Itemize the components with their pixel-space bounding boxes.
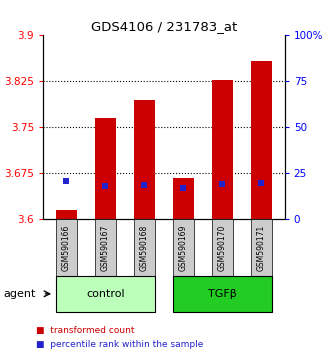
Bar [56, 210, 77, 219]
Bar [95, 118, 116, 219]
Text: ■  transformed count: ■ transformed count [36, 326, 135, 335]
Point [64, 179, 69, 184]
Text: GSM590167: GSM590167 [101, 224, 110, 271]
Bar [134, 100, 155, 219]
Bar [212, 80, 233, 219]
Text: GSM590168: GSM590168 [140, 225, 149, 271]
Point [220, 181, 225, 187]
Text: GSM590170: GSM590170 [218, 224, 227, 271]
Text: TGFβ: TGFβ [208, 289, 237, 299]
Text: agent: agent [3, 289, 36, 299]
Text: GSM590166: GSM590166 [62, 224, 71, 271]
Bar [172, 178, 194, 219]
Point [259, 180, 264, 185]
Text: ■  percentile rank within the sample: ■ percentile rank within the sample [36, 340, 204, 349]
Title: GDS4106 / 231783_at: GDS4106 / 231783_at [91, 20, 237, 33]
Point [181, 185, 186, 190]
Text: GSM590169: GSM590169 [179, 224, 188, 271]
Text: GSM590171: GSM590171 [257, 225, 266, 271]
Point [142, 182, 147, 188]
Text: control: control [86, 289, 125, 299]
Bar [251, 61, 272, 219]
Point [103, 183, 108, 189]
